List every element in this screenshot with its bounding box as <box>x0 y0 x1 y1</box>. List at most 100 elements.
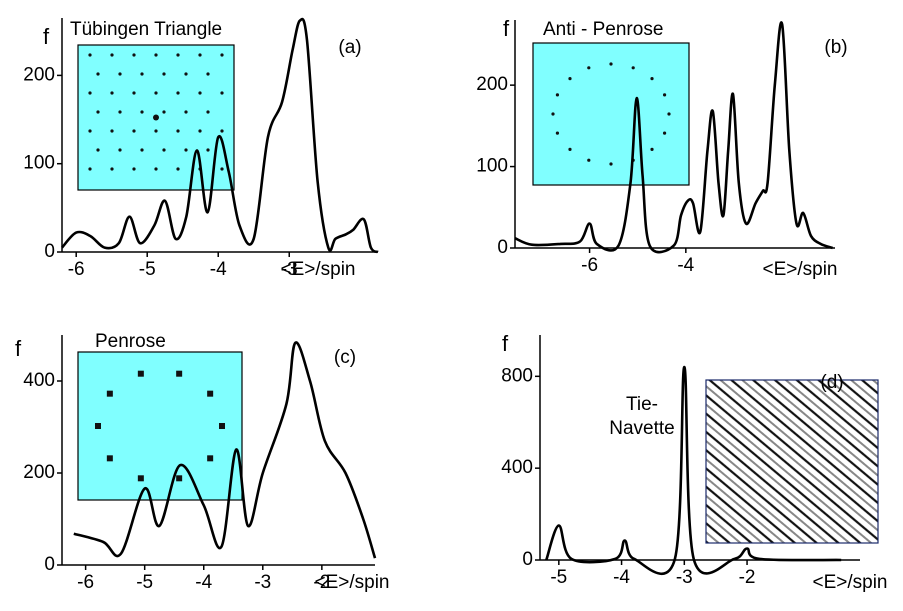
inset-dot <box>118 148 122 152</box>
inset-dot <box>568 77 572 81</box>
inset-dot <box>88 129 92 133</box>
inset-dot <box>162 72 166 76</box>
panel-title: Navette <box>609 418 674 439</box>
panel: 0 100 200 -6 -5 -4 -3 f <E>/spin (a) Tübingen Tria… <box>23 17 379 280</box>
inset-dot <box>551 112 555 116</box>
inset-dot <box>198 129 202 133</box>
y-axis-label: f <box>502 331 509 356</box>
inset-dot <box>587 158 591 162</box>
inset-dot <box>650 147 654 151</box>
x-tick-label: -3 <box>281 259 298 280</box>
inset-dot <box>555 93 560 97</box>
inset-dot <box>176 475 183 482</box>
panel-label: (d) <box>820 372 843 393</box>
inset-dot <box>96 110 100 114</box>
x-tick-label: -3 <box>676 567 693 588</box>
inset-dot <box>662 131 667 135</box>
inset-dot <box>118 110 122 114</box>
inset-dot <box>609 162 613 166</box>
inset-dot <box>176 91 180 95</box>
inset-dot <box>631 66 635 70</box>
x-tick-label: -2 <box>739 567 756 588</box>
inset-dot <box>110 53 114 57</box>
inset-dot <box>184 148 188 152</box>
y-tick-label: 400 <box>501 457 533 478</box>
inset-dot <box>88 167 92 171</box>
y-tick-label: 200 <box>23 64 55 85</box>
inset-dot <box>154 167 158 171</box>
panel-title: Anti - Penrose <box>543 19 663 40</box>
panel: 0 100 200 -6 -4 f <E>/spin (b) Anti - Penrose <box>476 16 847 280</box>
x-tick-label: -2 <box>313 572 330 593</box>
curve <box>73 341 377 559</box>
inset-dot <box>162 110 166 114</box>
inset-image <box>705 379 879 544</box>
inset-dot <box>154 53 158 57</box>
inset-dot <box>132 167 136 171</box>
inset-image <box>77 351 243 501</box>
inset-dot <box>609 62 613 66</box>
inset-dot <box>118 72 122 76</box>
inset-dot <box>154 91 158 95</box>
inset-dot <box>140 72 144 76</box>
inset-dot <box>140 110 144 114</box>
inset-dot <box>220 91 224 95</box>
x-tick-label: -5 <box>136 572 153 593</box>
y-tick-label: 400 <box>23 370 55 391</box>
y-axis-label: f <box>43 24 50 49</box>
inset-dot <box>88 91 92 95</box>
inset-dot <box>110 91 114 95</box>
x-tick-label: -6 <box>77 572 94 593</box>
inset-dot <box>220 167 224 171</box>
y-tick-label: 100 <box>23 153 55 174</box>
panel-title: Tübingen Triangle <box>70 19 222 40</box>
inset-dot <box>96 72 100 76</box>
inset-dot <box>137 370 144 377</box>
inset-dot <box>106 390 113 397</box>
panel-label: (c) <box>334 347 356 368</box>
inset-dot <box>555 131 560 135</box>
inset-dot <box>110 167 114 171</box>
inset-dot <box>106 455 113 462</box>
x-axis-label: <E>/spin <box>813 572 888 593</box>
x-axis-label: <E>/spin <box>281 259 356 280</box>
x-tick-label: -4 <box>613 567 630 588</box>
y-tick-label: 100 <box>476 156 508 177</box>
panel-label: (a) <box>338 37 361 58</box>
inset-dot <box>137 475 144 482</box>
inset-dot <box>650 77 654 81</box>
curve <box>514 21 834 254</box>
inset-dot <box>220 129 224 133</box>
inset-dot <box>667 112 671 116</box>
inset-dot <box>198 91 202 95</box>
inset-dot <box>154 129 158 133</box>
inset-dot <box>132 91 136 95</box>
inset-dot <box>110 129 114 133</box>
x-tick-label: -6 <box>68 259 85 280</box>
y-tick-label: 0 <box>44 554 55 575</box>
panel: 0 200 400 -6 -5 -4 -3 -2 f <E>/spin (c) Penrose <box>15 331 390 593</box>
y-tick-label: 0 <box>497 237 508 258</box>
inset-dot <box>176 370 183 377</box>
inset-dot <box>206 72 210 76</box>
inset-dot <box>207 455 214 462</box>
panel: 0 400 800 -5 -4 -3 -2 f <E>/spin (d) Tie- Navette <box>501 331 887 593</box>
inset-dot <box>140 148 144 152</box>
y-axis-label: f <box>503 16 510 41</box>
panel-label: (b) <box>824 37 847 58</box>
panel-title: Penrose <box>95 331 166 352</box>
x-tick-label: -5 <box>139 259 156 280</box>
inset-dot <box>162 148 166 152</box>
inset-dot <box>662 93 667 97</box>
x-tick-label: -6 <box>581 255 598 276</box>
curve <box>61 17 379 254</box>
inset-dot <box>132 53 136 57</box>
inset-dot <box>198 53 202 57</box>
x-tick-label: -4 <box>210 259 227 280</box>
inset-dot <box>95 423 101 429</box>
y-tick-label: 800 <box>501 365 533 386</box>
x-tick-label: -4 <box>677 255 694 276</box>
inset-dot <box>176 53 180 57</box>
inset-dot <box>176 167 180 171</box>
y-tick-label: 0 <box>44 241 55 262</box>
